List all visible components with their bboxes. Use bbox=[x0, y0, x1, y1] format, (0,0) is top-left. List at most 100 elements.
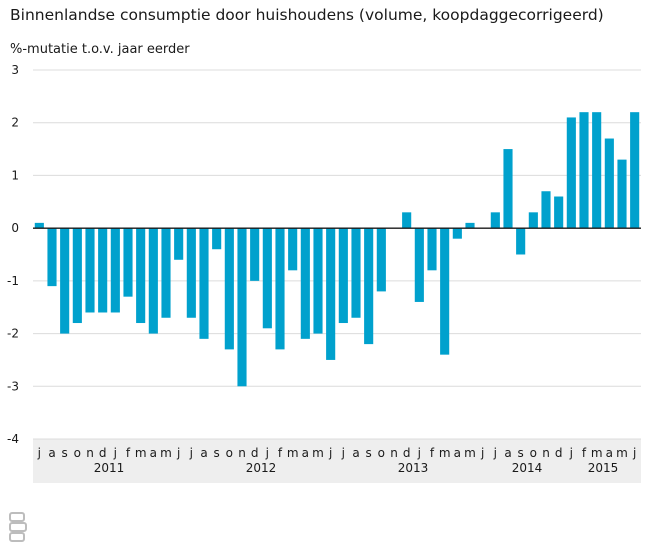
bar bbox=[60, 228, 70, 334]
bar bbox=[199, 228, 209, 339]
bar bbox=[110, 228, 120, 313]
x-tick-label: j bbox=[417, 446, 421, 460]
bar bbox=[338, 228, 348, 324]
bar bbox=[72, 228, 82, 324]
x-tick-label: j bbox=[569, 446, 573, 460]
x-tick-label: f bbox=[278, 446, 283, 460]
bar bbox=[34, 222, 44, 229]
x-tick-label: a bbox=[454, 446, 461, 460]
bar bbox=[604, 138, 614, 229]
bar bbox=[516, 228, 526, 255]
x-tick-label: n bbox=[542, 446, 550, 460]
x-tick-label: d bbox=[403, 446, 411, 460]
bar bbox=[148, 228, 158, 334]
bar bbox=[351, 228, 361, 318]
bar bbox=[161, 228, 171, 318]
x-tick-label: j bbox=[493, 446, 497, 460]
x-tick-label: o bbox=[530, 446, 537, 460]
bar bbox=[414, 228, 424, 302]
x-tick-label: j bbox=[37, 446, 41, 460]
x-tick-label: d bbox=[555, 446, 563, 460]
bar bbox=[326, 228, 336, 360]
y-tick-label: -3 bbox=[7, 379, 19, 393]
x-tick-label: s bbox=[62, 446, 68, 460]
bar bbox=[364, 228, 374, 345]
bar bbox=[541, 191, 551, 229]
x-tick-label: s bbox=[518, 446, 524, 460]
x-tick-label: m bbox=[439, 446, 451, 460]
x-tick-label: j bbox=[189, 446, 193, 460]
x-tick-label: f bbox=[582, 446, 587, 460]
year-label: 2013 bbox=[398, 461, 429, 475]
x-tick-label: d bbox=[251, 446, 259, 460]
bar bbox=[630, 112, 640, 229]
bar bbox=[47, 228, 57, 287]
x-tick-label: n bbox=[86, 446, 94, 460]
y-axis-label: %-mutatie t.o.v. jaar eerder bbox=[10, 42, 190, 57]
x-tick-label: m bbox=[591, 446, 603, 460]
x-tick-label: m bbox=[160, 446, 172, 460]
x-tick-label: j bbox=[176, 446, 180, 460]
x-tick-label: n bbox=[238, 446, 246, 460]
bar bbox=[490, 212, 500, 229]
x-tick-label: m bbox=[135, 446, 147, 460]
bar bbox=[186, 228, 196, 318]
x-tick-label: o bbox=[378, 446, 385, 460]
x-tick-label: m bbox=[464, 446, 476, 460]
year-labels: 2011 2012 2013 2014 2015 bbox=[94, 461, 619, 475]
year-label: 2015 bbox=[588, 461, 619, 475]
x-tick-label: f bbox=[430, 446, 435, 460]
x-tick-label: a bbox=[504, 446, 511, 460]
bar bbox=[592, 112, 602, 229]
bar bbox=[440, 228, 450, 355]
y-tick-label: -1 bbox=[7, 274, 19, 288]
x-tick-label: o bbox=[74, 446, 81, 460]
x-tick-label: a bbox=[200, 446, 207, 460]
bar bbox=[288, 228, 298, 271]
bar bbox=[554, 196, 564, 229]
x-tick-label: s bbox=[214, 446, 220, 460]
bar bbox=[250, 228, 260, 281]
x-tick-label: j bbox=[113, 446, 117, 460]
bar bbox=[402, 212, 412, 229]
bar bbox=[452, 228, 462, 239]
bar bbox=[174, 228, 184, 260]
x-tick-label: a bbox=[150, 446, 157, 460]
bar bbox=[427, 228, 437, 271]
bar bbox=[85, 228, 95, 313]
x-axis-band bbox=[33, 439, 641, 483]
bars bbox=[34, 112, 640, 387]
bar bbox=[123, 228, 133, 297]
x-tick-label: m bbox=[287, 446, 299, 460]
bar bbox=[212, 228, 222, 250]
x-tick-label: m bbox=[312, 446, 324, 460]
x-tick-label: o bbox=[226, 446, 233, 460]
bar bbox=[528, 212, 538, 229]
x-tick-label: j bbox=[341, 446, 345, 460]
x-tick-label: j bbox=[328, 446, 332, 460]
x-tick-label: n bbox=[390, 446, 398, 460]
x-tick-label: j bbox=[632, 446, 636, 460]
x-tick-label: j bbox=[480, 446, 484, 460]
bar bbox=[465, 222, 475, 229]
y-tick-label: 3 bbox=[11, 63, 19, 77]
cbs-logo-icon bbox=[9, 512, 27, 542]
y-tick-label: -4 bbox=[7, 432, 19, 446]
bar bbox=[566, 117, 576, 229]
y-tick-label: 2 bbox=[11, 116, 19, 130]
bar bbox=[98, 228, 108, 313]
y-tick-label: 0 bbox=[11, 221, 19, 235]
chart-title: Binnenlandse consumptie door huishoudens… bbox=[10, 6, 604, 24]
bar bbox=[579, 112, 589, 229]
gridlines bbox=[33, 69, 641, 440]
x-tick-label: a bbox=[352, 446, 359, 460]
y-tick-label: -2 bbox=[7, 327, 19, 341]
bar bbox=[300, 228, 310, 339]
bar bbox=[503, 149, 513, 229]
bar bbox=[136, 228, 146, 324]
bar bbox=[262, 228, 272, 329]
x-tick-label: s bbox=[366, 446, 372, 460]
year-label: 2014 bbox=[512, 461, 543, 475]
